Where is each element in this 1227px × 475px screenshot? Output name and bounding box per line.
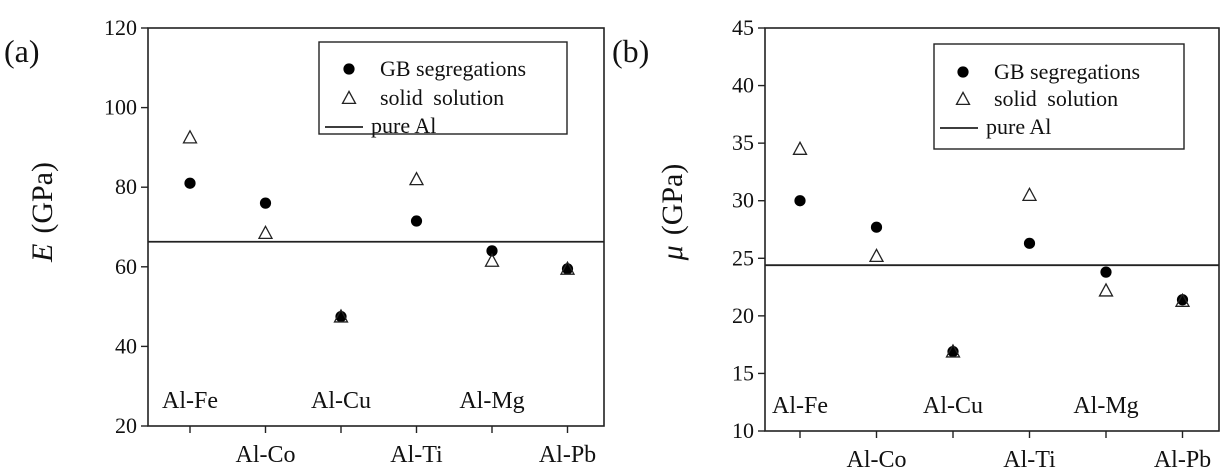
y-axis-symbol: μ [656,245,689,261]
point-gb-segregation [1100,266,1112,278]
legend-marker-gb-segregations [957,66,969,78]
category-label: Al-Fe [772,393,828,419]
y-tick-label: 120 [104,15,137,40]
category-label: Al-Mg [459,388,524,414]
point-gb-segregation [486,245,498,257]
legend-marker-solid-solution [955,91,971,106]
legend-label-gb-segregations: GB segregations [994,59,1140,84]
legend-label-solid-solution: solid solution [380,85,504,110]
point-gb-segregation [794,195,806,207]
y-tick-label: 40 [115,333,137,358]
y-tick-label: 40 [732,73,754,98]
point-gb-segregation [1023,237,1036,249]
point-gb-segregation [870,221,883,233]
y-tick-label: 100 [104,95,137,120]
panel-a: 20 40 60 80 100 120 Al-Fe Al-Co Al-Cu Al-Ti Al-Mg A… [4,15,605,468]
y-tick-label: 80 [115,174,137,199]
category-label: Al-Co [847,447,907,473]
category-label: Al-Cu [311,388,371,414]
legend-label-solid-solution: solid solution [994,86,1118,111]
y-tick-label: 20 [732,303,754,328]
legend-marker-gb-segregations [343,63,355,75]
plot-frame [147,27,605,427]
point-gb-segregation [335,310,347,323]
point-solid-solution [1021,186,1038,202]
panel-label: (b) [612,33,649,69]
y-tick-label: 25 [732,245,754,270]
point-gb-segregation [561,263,574,275]
legend-label-gb-segregations: GB segregations [380,56,526,81]
point-solid-solution [484,252,500,267]
category-label: Al-Pb [1154,447,1211,473]
plot-frame [764,27,1220,432]
y-tick-label: 15 [732,360,754,385]
y-axis-label: μ (GPa) [656,164,689,262]
panel-label: (a) [4,33,40,69]
legend-box [318,41,568,135]
y-tick-label: 60 [115,254,137,279]
category-label: Al-Ti [390,442,443,468]
point-gb-segregation [184,177,196,189]
point-solid-solution [257,225,274,240]
y-axis-unit: (GPa) [26,162,59,234]
point-solid-solution [1174,292,1191,307]
legend: GB segregations solid solution pure Al [318,41,568,138]
y-axis-symbol: E [26,244,59,263]
point-solid-solution [408,171,425,186]
y-axis-unit: (GPa) [656,164,689,236]
point-gb-segregation [947,345,959,358]
point-solid-solution [559,260,576,275]
y-tick-label: 35 [732,130,754,155]
category-label: Al-Cu [923,393,983,419]
y-axis-label: E (GPa) [26,162,59,263]
panel-b: 10 15 20 25 30 35 40 45 Al-Fe Al-Co Al-Cu Al-Ti Al-M… [612,15,1220,473]
y-tick-label: 20 [115,413,137,438]
category-label: Al-Fe [162,388,218,414]
legend-box [933,43,1185,150]
legend-marker-solid-solution [341,90,357,105]
y-tick-label: 10 [732,418,754,443]
point-gb-segregation [410,215,423,227]
y-tick-label: 45 [732,15,754,40]
point-solid-solution [868,248,885,263]
category-label: Al-Mg [1073,393,1138,419]
point-solid-solution [333,308,349,323]
y-tick-label: 30 [732,188,754,213]
category-label: Al-Pb [539,442,596,468]
legend-label-pure-al: pure Al [986,114,1051,139]
point-solid-solution [792,140,808,155]
point-solid-solution [1098,282,1114,297]
point-gb-segregation [1176,294,1189,306]
category-label: Al-Ti [1003,447,1056,473]
point-solid-solution [945,343,961,358]
category-label: Al-Co [236,442,296,468]
legend-label-pure-al: pure Al [371,113,436,138]
point-gb-segregation [259,197,272,209]
point-solid-solution [182,129,198,144]
